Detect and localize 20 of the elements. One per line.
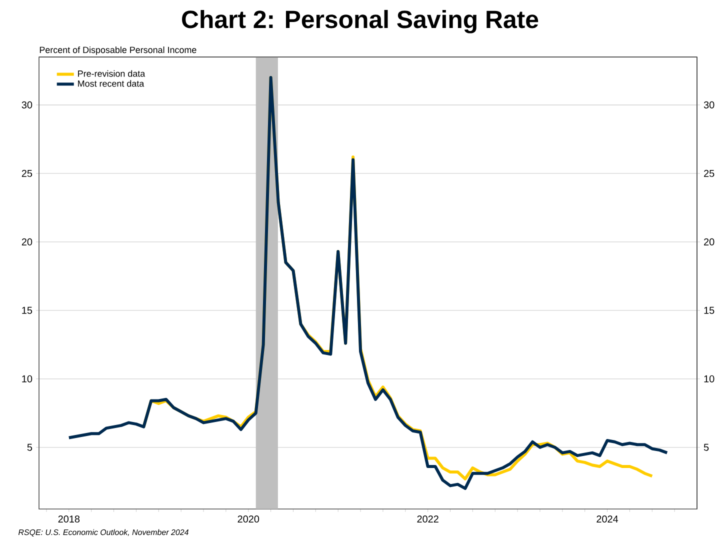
y2-tick-label: 15 [704, 306, 714, 314]
y2-tick-label: 5 [704, 444, 709, 451]
y-tick-label: 10 [22, 375, 32, 382]
x-tick-label: 2020 [238, 516, 260, 523]
y-tick-label: 25 [22, 170, 32, 177]
y-tick-label: 15 [22, 306, 32, 314]
y2-tick-label: 10 [704, 375, 714, 382]
x-tick-label: 2022 [417, 516, 438, 523]
chart-title: Chart 2: Personal Saving Rate [182, 10, 538, 34]
y-tick-label: 30 [22, 101, 32, 108]
x-tick-label: 2018 [58, 516, 80, 523]
legend-label: Most recent data [78, 80, 144, 87]
legend-label: Pre-revision data [78, 70, 146, 77]
y2-tick-label: 25 [704, 170, 714, 177]
x-tick-label: 2024 [596, 516, 618, 523]
y-tick-label: 20 [22, 238, 32, 246]
y2-tick-label: 20 [704, 238, 714, 246]
y-tick-label: 5 [27, 444, 32, 451]
y-axis-title: Percent of Disposable Personal Income [40, 46, 196, 55]
y2-tick-label: 30 [704, 101, 714, 108]
